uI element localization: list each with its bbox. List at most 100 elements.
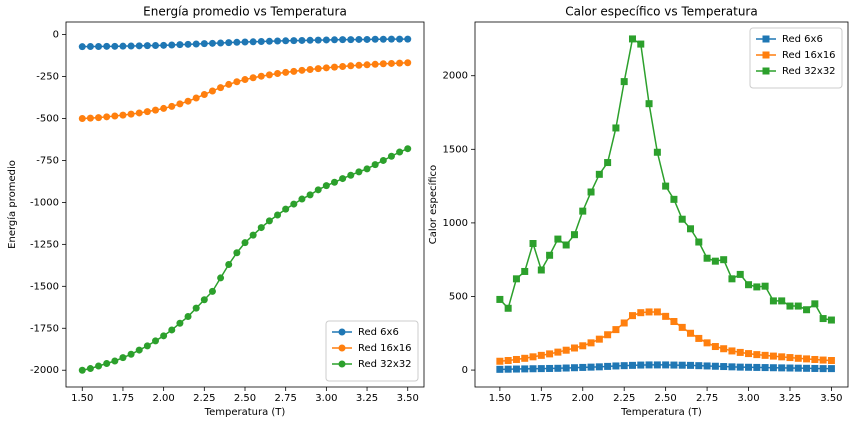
marker xyxy=(241,76,249,84)
marker xyxy=(339,175,347,183)
marker xyxy=(331,36,338,44)
x-tick-label: 2.75 xyxy=(275,393,297,404)
marker xyxy=(803,306,811,314)
marker xyxy=(241,38,249,46)
x-tick-label: 3.25 xyxy=(356,393,378,404)
marker xyxy=(306,191,314,199)
marker xyxy=(778,297,786,305)
y-tick-label: -2000 xyxy=(30,365,59,376)
legend-marker xyxy=(762,35,770,43)
marker xyxy=(331,63,338,71)
marker xyxy=(282,37,290,45)
marker xyxy=(371,60,379,68)
marker xyxy=(379,35,387,43)
marker xyxy=(225,80,233,88)
marker xyxy=(265,37,273,45)
marker xyxy=(95,362,103,370)
marker xyxy=(184,97,192,105)
legend-box xyxy=(325,320,419,382)
marker xyxy=(794,354,802,362)
marker xyxy=(119,42,127,50)
x-tick-label: 2.50 xyxy=(234,393,256,404)
marker xyxy=(761,282,769,290)
marker xyxy=(208,39,216,47)
marker xyxy=(355,35,363,43)
marker xyxy=(143,108,151,116)
marker xyxy=(86,365,94,373)
marker xyxy=(379,60,387,68)
marker xyxy=(521,365,529,373)
marker xyxy=(355,168,363,176)
marker xyxy=(143,342,151,350)
marker xyxy=(95,114,103,122)
marker xyxy=(570,231,578,239)
x-tick-label: 3.00 xyxy=(315,393,337,404)
marker xyxy=(562,364,570,372)
marker xyxy=(753,283,761,291)
legend-marker xyxy=(762,51,770,59)
legend-marker xyxy=(338,360,346,368)
marker xyxy=(720,256,728,264)
marker xyxy=(184,40,192,48)
y-tick-label: 2000 xyxy=(443,71,468,82)
marker xyxy=(119,111,127,119)
marker xyxy=(736,363,744,371)
marker xyxy=(78,366,86,374)
marker xyxy=(769,297,777,305)
marker xyxy=(546,251,554,259)
marker xyxy=(778,353,786,361)
marker xyxy=(225,260,233,268)
marker xyxy=(355,61,363,69)
marker xyxy=(496,295,504,303)
marker xyxy=(711,257,719,265)
marker xyxy=(662,182,670,190)
marker xyxy=(184,313,192,321)
marker xyxy=(379,156,387,164)
legend-marker xyxy=(338,328,346,336)
marker xyxy=(604,331,612,339)
legend: Red 6x6 Red 16x16 Red 32x32 xyxy=(749,27,843,89)
marker xyxy=(127,350,135,358)
marker xyxy=(314,186,322,194)
marker xyxy=(339,62,347,70)
marker xyxy=(208,287,216,295)
marker xyxy=(233,249,241,257)
marker xyxy=(176,319,184,327)
marker xyxy=(595,170,603,178)
marker xyxy=(233,78,241,86)
marker xyxy=(546,364,554,372)
legend-label: Red 6x6 xyxy=(358,327,399,338)
marker xyxy=(363,61,371,69)
marker xyxy=(387,152,395,160)
marker xyxy=(290,37,298,45)
legend-marker xyxy=(762,67,770,75)
marker xyxy=(628,361,636,369)
marker xyxy=(678,361,686,369)
marker xyxy=(363,35,371,43)
marker xyxy=(811,300,819,308)
marker xyxy=(135,346,143,354)
marker xyxy=(241,239,249,247)
marker xyxy=(103,360,111,368)
marker xyxy=(753,363,761,371)
marker xyxy=(249,231,257,239)
marker xyxy=(587,188,595,196)
marker xyxy=(298,36,306,44)
marker xyxy=(200,40,208,48)
marker xyxy=(529,365,537,373)
marker xyxy=(703,254,711,262)
marker xyxy=(192,304,200,312)
marker xyxy=(78,43,86,51)
x-tick-label: 1.50 xyxy=(489,393,511,404)
marker xyxy=(745,281,753,289)
marker xyxy=(753,351,761,359)
marker xyxy=(152,106,159,114)
x-tick-label: 2.00 xyxy=(153,393,175,404)
marker xyxy=(217,84,225,92)
marker xyxy=(645,100,653,108)
marker xyxy=(290,67,298,75)
marker xyxy=(612,124,620,132)
y-tick-label: 500 xyxy=(449,291,468,302)
marker xyxy=(637,40,645,48)
